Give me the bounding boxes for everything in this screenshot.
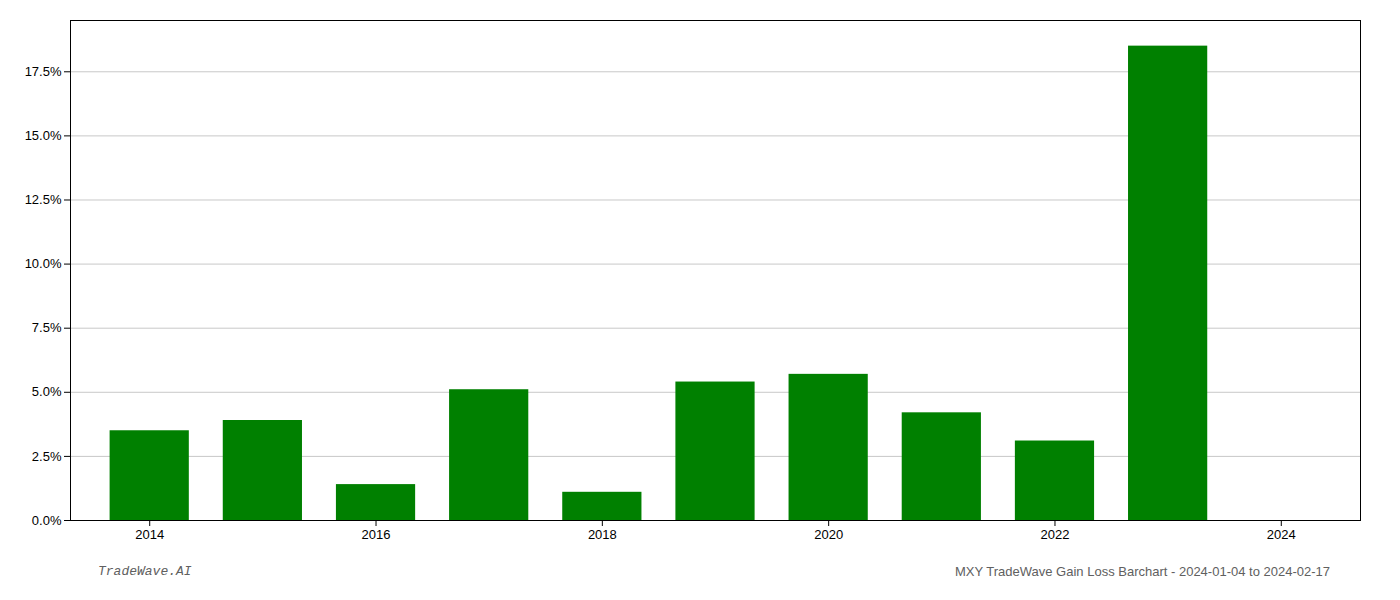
html-text:MXY TradeWave Gain Loss Barcha: MXY TradeWave Gain Loss Barchart - 2024-… [955,564,1330,579]
svg-text:7.5%: 7.5% [32,320,62,335]
svg-text:2024: 2024 [1267,527,1296,542]
svg-text:2.5%: 2.5% [32,449,62,464]
svg-text:2022: 2022 [1041,527,1070,542]
svg-text:10.0%: 10.0% [25,256,62,271]
svg-text:12.5%: 12.5% [25,192,62,207]
svg-text:2018: 2018 [588,527,617,542]
svg-text:0.0%: 0.0% [32,513,62,528]
svg-text:2016: 2016 [362,527,391,542]
svg-text:2020: 2020 [814,527,843,542]
svg-text:5.0%: 5.0% [32,384,62,399]
svg-text:2014: 2014 [135,527,164,542]
html-text:TradeWave.AI: TradeWave.AI [98,564,192,579]
svg-text:17.5%: 17.5% [25,64,62,79]
svg-text:15.0%: 15.0% [25,128,62,143]
